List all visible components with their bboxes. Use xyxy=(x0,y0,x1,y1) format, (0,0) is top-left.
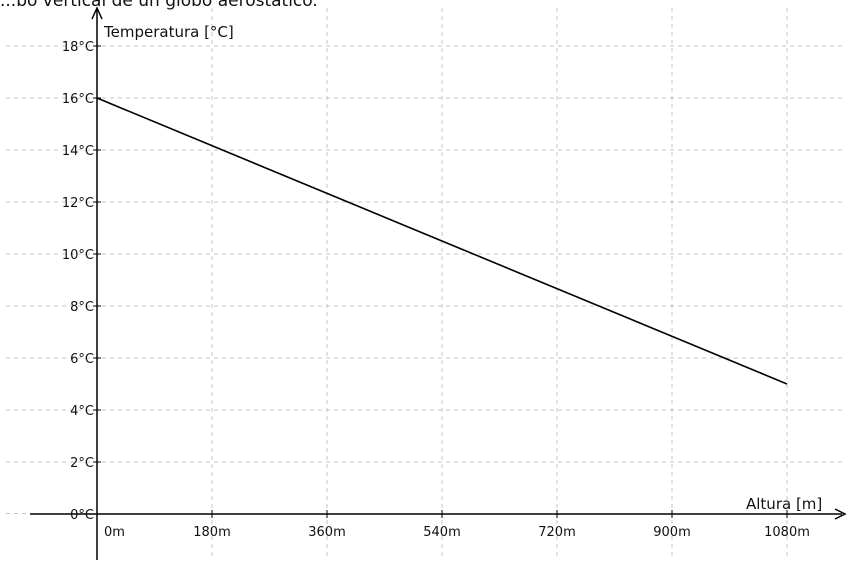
x-axis-title: Altura [m] xyxy=(746,495,822,513)
ticks: 0°C 2°C 4°C 6°C 8°C 10°C 12°C 14°C 16°C 18°C 0m 180… xyxy=(62,40,810,540)
y-tick-label: 16°C xyxy=(62,92,94,107)
x-tick-label: 540m xyxy=(423,525,460,540)
y-tick-label: 18°C xyxy=(62,40,94,55)
y-tick-label: 2°C xyxy=(70,456,94,471)
y-tick-label: 0°C xyxy=(70,508,94,523)
y-tick-label: 8°C xyxy=(70,300,94,315)
x-tick-label: 180m xyxy=(193,525,230,540)
axes xyxy=(30,6,847,560)
y-tick-label: 10°C xyxy=(62,248,94,263)
x-tick-label: 0m xyxy=(104,525,125,540)
temperature-line xyxy=(96,97,788,385)
x-tick-label: 360m xyxy=(308,525,345,540)
x-tick-label: 900m xyxy=(653,525,690,540)
chart-caption: ...bo vertical de un globo aerostático. xyxy=(0,0,318,11)
y-tick-label: 6°C xyxy=(70,352,94,367)
series-layer xyxy=(96,97,788,385)
y-tick-label: 4°C xyxy=(70,404,94,419)
y-axis-arrow xyxy=(91,6,103,20)
grid-lines xyxy=(6,8,845,556)
x-axis-arrow xyxy=(834,508,847,520)
y-tick-label: 14°C xyxy=(62,144,94,159)
y-axis-title: Temperatura [°C] xyxy=(103,23,234,41)
x-tick-label: 1080m xyxy=(764,525,810,540)
x-tick-label: 720m xyxy=(538,525,575,540)
y-tick-label: 12°C xyxy=(62,196,94,211)
